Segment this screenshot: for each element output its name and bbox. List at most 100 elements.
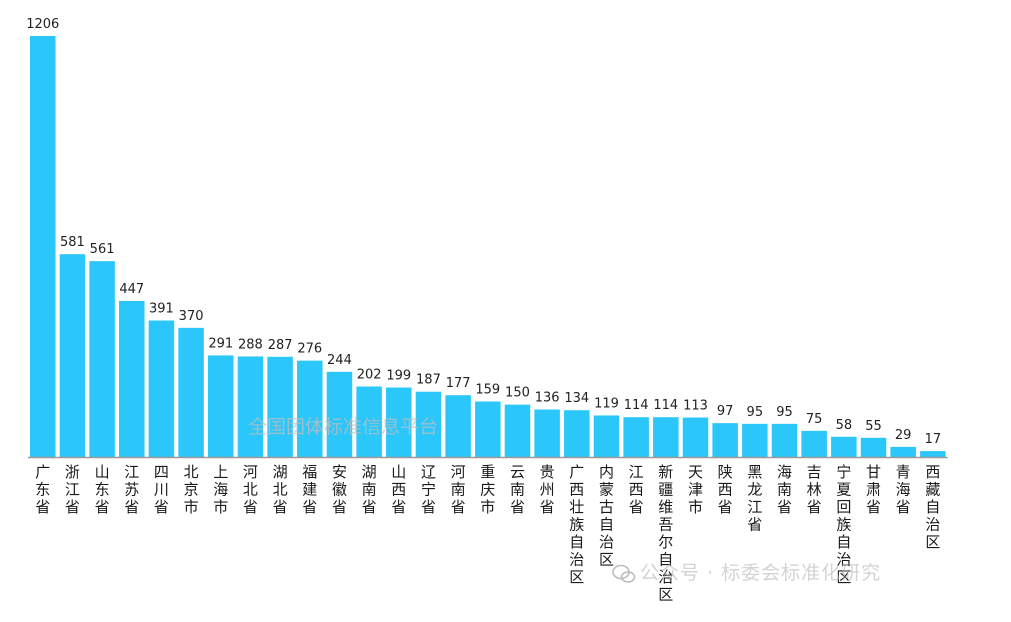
- value-label-4: 391: [149, 302, 174, 317]
- value-label-8: 287: [268, 338, 293, 353]
- bar-23: [712, 423, 738, 457]
- category-label-7: 河北省: [243, 463, 258, 516]
- value-label-20: 114: [624, 398, 649, 413]
- category-label-8: 湖北省: [273, 463, 288, 516]
- value-label-26: 75: [806, 412, 823, 427]
- bar-7: [237, 356, 264, 457]
- category-label-28: 甘肃省: [866, 463, 881, 516]
- bar-15: [475, 401, 501, 457]
- bar-2: [89, 261, 115, 457]
- bar-1: [59, 254, 86, 457]
- bar-22: [682, 417, 709, 457]
- value-label-28: 55: [865, 419, 882, 434]
- value-label-29: 29: [895, 428, 912, 443]
- bar-30: [920, 451, 946, 457]
- value-label-9: 276: [297, 342, 322, 357]
- value-label-12: 199: [386, 369, 411, 384]
- category-label-9: 福建省: [302, 463, 317, 516]
- bar-10: [326, 371, 353, 457]
- bar-16: [504, 404, 531, 457]
- category-label-19: 内蒙古自治区: [599, 463, 614, 569]
- watermark-bottom: 公众号 · 标委会标准化研究: [612, 558, 881, 585]
- category-label-0: 广东省: [35, 463, 50, 516]
- bar-26: [801, 430, 827, 457]
- category-label-15: 重庆市: [480, 463, 495, 516]
- category-label-5: 北京市: [184, 463, 199, 516]
- bar-6: [208, 355, 234, 457]
- value-label-15: 159: [475, 383, 500, 398]
- bar-19: [593, 415, 620, 457]
- value-labels-group: 1206 581 561 447 391 370 291 288 287 276 244 202 199…: [26, 17, 941, 447]
- category-label-20: 江西省: [629, 463, 644, 516]
- category-label-30: 西藏自治区: [925, 463, 940, 551]
- category-label-29: 青海省: [896, 463, 911, 516]
- value-label-11: 202: [357, 367, 382, 382]
- value-label-14: 177: [446, 376, 471, 391]
- bar-3: [119, 300, 145, 457]
- bar-29: [890, 446, 916, 457]
- bar-21: [653, 417, 679, 457]
- watermark-center: 全国团体标准信息平台: [248, 416, 439, 438]
- category-label-16: 云南省: [510, 463, 525, 516]
- category-label-14: 河南省: [451, 463, 466, 516]
- category-label-11: 湖南省: [362, 463, 377, 516]
- value-label-24: 95: [747, 405, 764, 420]
- bar-12: [386, 387, 412, 457]
- value-label-7: 288: [238, 337, 263, 352]
- bar-4: [148, 320, 175, 457]
- value-label-6: 291: [208, 336, 233, 351]
- value-label-22: 113: [683, 399, 708, 414]
- bar-11: [356, 386, 382, 457]
- category-label-18: 广西壮族自治区: [569, 463, 584, 586]
- category-label-21: 新疆维吾尔自治区: [658, 463, 673, 604]
- value-label-0: 1206: [26, 17, 59, 32]
- bar-24: [742, 423, 768, 457]
- bars-group: [30, 36, 946, 457]
- value-label-30: 17: [925, 432, 942, 447]
- value-label-2: 561: [90, 242, 115, 257]
- value-label-23: 97: [717, 404, 734, 419]
- bar-27: [831, 436, 857, 457]
- value-label-17: 136: [535, 391, 560, 406]
- category-label-1: 浙江省: [65, 463, 80, 516]
- category-label-26: 吉林省: [807, 463, 822, 516]
- category-label-24: 黑龙江省: [747, 463, 762, 534]
- value-label-3: 447: [119, 282, 144, 297]
- value-label-1: 581: [60, 235, 85, 250]
- bar-17: [534, 409, 560, 457]
- category-label-6: 上海市: [213, 463, 228, 516]
- value-label-16: 150: [505, 386, 530, 401]
- bar-20: [623, 417, 649, 457]
- bar-14: [445, 395, 471, 457]
- wechat-icon: [612, 564, 636, 583]
- category-label-13: 辽宁省: [421, 463, 436, 516]
- category-label-17: 贵州省: [540, 463, 555, 516]
- value-label-19: 119: [594, 396, 619, 411]
- category-label-23: 陕西省: [718, 463, 733, 516]
- value-label-10: 244: [327, 353, 352, 368]
- bar-13: [415, 391, 442, 457]
- value-label-5: 370: [179, 309, 204, 324]
- bar-9: [297, 360, 323, 457]
- bar-18: [564, 410, 590, 457]
- value-label-13: 187: [416, 373, 441, 388]
- bar-28: [860, 437, 887, 457]
- category-label-4: 四川省: [154, 463, 169, 516]
- category-label-10: 安徽省: [332, 463, 347, 516]
- value-label-27: 58: [836, 418, 853, 433]
- bar-0: [30, 36, 56, 457]
- bar-8: [267, 356, 293, 457]
- category-label-27: 宁夏回族自治区: [836, 463, 851, 586]
- category-label-2: 山东省: [95, 463, 110, 516]
- category-label-12: 山西省: [391, 463, 406, 516]
- category-label-25: 海南省: [777, 463, 792, 516]
- category-labels-group: 广东省浙江省山东省江苏省四川省北京市上海市河北省湖北省福建省安徽省湖南省山西省辽…: [35, 463, 940, 604]
- category-label-22: 天津市: [688, 463, 703, 516]
- value-label-21: 114: [653, 398, 678, 413]
- value-label-18: 134: [564, 391, 589, 406]
- bar-5: [178, 327, 204, 457]
- value-label-25: 95: [776, 405, 793, 420]
- watermark-bottom-text: 公众号 · 标委会标准化研究: [640, 562, 882, 584]
- category-label-3: 江苏省: [124, 463, 139, 516]
